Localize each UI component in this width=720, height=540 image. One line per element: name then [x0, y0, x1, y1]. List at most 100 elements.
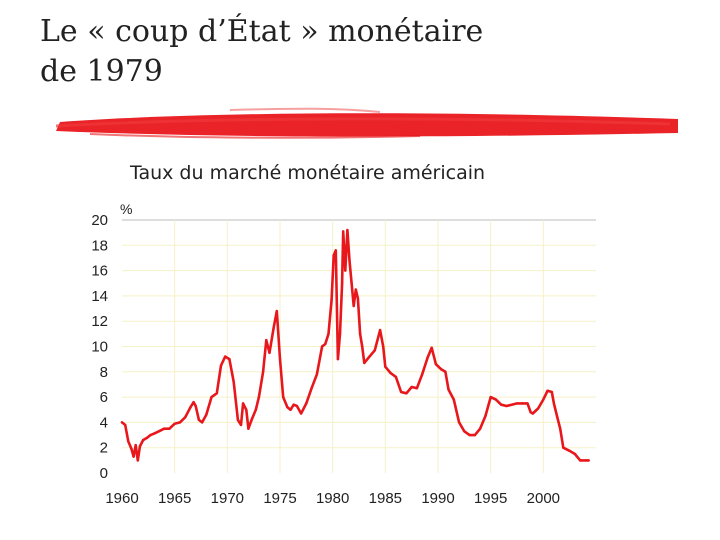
- data-point: [152, 432, 155, 435]
- data-point: [299, 412, 303, 415]
- data-point: [478, 427, 482, 430]
- y-tick-label: 16: [91, 263, 108, 280]
- data-point: [350, 282, 353, 285]
- y-tick-label: 12: [91, 313, 108, 330]
- data-point: [286, 406, 289, 409]
- data-point: [275, 309, 278, 313]
- data-point: [342, 230, 345, 233]
- data-point: [552, 402, 556, 405]
- data-point: [332, 254, 335, 257]
- data-point: [197, 418, 201, 422]
- data-point: [265, 339, 268, 342]
- data-point: [241, 402, 245, 405]
- data-point: [587, 459, 590, 462]
- slide-title-line1: Le « coup d’État » monétaire: [40, 14, 484, 49]
- data-point: [194, 404, 197, 408]
- data-point: [272, 326, 275, 329]
- data-point: [579, 459, 582, 462]
- series-layer: [120, 228, 590, 462]
- data-point: [239, 423, 243, 427]
- data-point: [521, 402, 524, 405]
- y-tick-label: 2: [100, 440, 108, 457]
- data-point: [245, 408, 248, 411]
- data-point: [141, 438, 145, 442]
- data-point: [232, 380, 235, 384]
- x-tick-label: 1980: [316, 490, 349, 507]
- data-point: [405, 392, 408, 395]
- x-tick-label: 1985: [369, 490, 402, 507]
- y-tick-label: 4: [100, 414, 108, 431]
- data-point: [568, 449, 571, 453]
- data-point: [320, 345, 324, 348]
- data-point: [295, 404, 299, 408]
- data-point: [330, 298, 333, 301]
- data-point: [559, 427, 562, 430]
- x-tick-label: 2000: [527, 490, 560, 507]
- data-point: [384, 365, 387, 368]
- data-point: [352, 304, 355, 308]
- data-point: [463, 430, 466, 433]
- data-point: [573, 452, 577, 456]
- data-point: [489, 395, 492, 399]
- data-point: [224, 355, 227, 358]
- data-point: [184, 416, 187, 419]
- data-point: [289, 408, 292, 411]
- data-point: [550, 390, 553, 394]
- data-point: [368, 355, 371, 358]
- data-point: [344, 269, 347, 272]
- data-point: [415, 387, 419, 390]
- data-point: [358, 332, 362, 335]
- data-point: [468, 433, 471, 437]
- data-point: [268, 351, 271, 354]
- y-tick-label: 0: [100, 465, 108, 482]
- data-point: [189, 406, 192, 409]
- data-point: [178, 421, 182, 424]
- data-point: [324, 342, 327, 346]
- y-tick-label: 14: [91, 288, 108, 305]
- data-point: [278, 357, 282, 361]
- data-point: [334, 249, 337, 252]
- slide-title: Le « coup d’État » monétaire de 1979: [40, 12, 640, 92]
- data-point: [354, 288, 357, 291]
- data-point: [138, 445, 142, 448]
- data-point: [378, 328, 382, 332]
- series-line: [120, 228, 590, 462]
- data-point: [515, 402, 519, 405]
- data-point: [510, 403, 513, 406]
- data-point: [457, 421, 461, 424]
- axis-ticks: 0 2 4 6 8 10 12 14 16 18 20 1960 1965 1970 1975 1980 198…: [91, 212, 560, 507]
- data-point: [373, 349, 376, 352]
- data-point: [173, 422, 176, 425]
- data-point: [215, 392, 218, 395]
- data-point: [394, 375, 398, 379]
- data-point: [250, 418, 253, 422]
- data-point: [338, 332, 342, 335]
- data-point: [205, 413, 208, 416]
- y-tick-label: 6: [100, 389, 108, 406]
- data-point: [389, 371, 392, 375]
- data-point: [132, 455, 135, 458]
- data-point: [526, 402, 529, 405]
- data-point: [124, 423, 127, 427]
- data-point: [236, 418, 240, 422]
- data-point: [584, 459, 587, 462]
- data-point: [346, 228, 349, 232]
- data-point: [473, 433, 477, 437]
- data-point: [257, 395, 261, 399]
- data-point: [356, 297, 360, 300]
- data-point: [146, 436, 149, 439]
- data-point: [127, 440, 130, 443]
- data-point: [430, 346, 433, 349]
- data-point: [336, 357, 340, 361]
- y-unit-label: %: [120, 201, 132, 217]
- data-point: [382, 345, 385, 348]
- data-point: [361, 345, 364, 348]
- y-tick-label: 8: [100, 364, 108, 381]
- data-point: [162, 427, 166, 430]
- data-point: [228, 357, 231, 361]
- x-tick-label: 1990: [421, 490, 454, 507]
- data-point: [200, 421, 204, 424]
- y-tick-label: 18: [91, 237, 108, 254]
- data-point: [168, 427, 171, 430]
- x-tick-label: 1995: [474, 490, 507, 507]
